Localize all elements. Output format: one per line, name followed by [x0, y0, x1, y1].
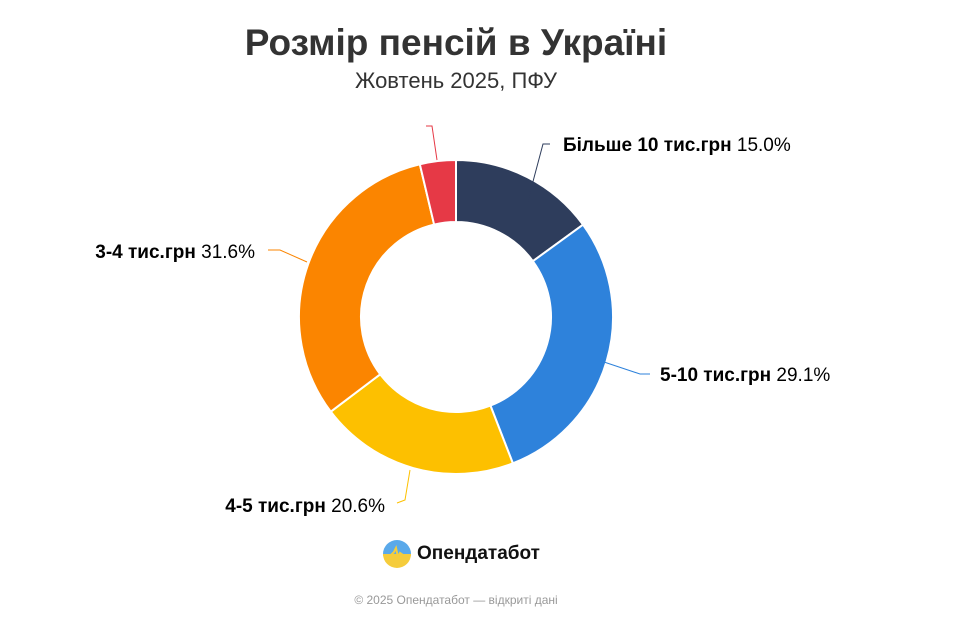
data-label: 5-10 тис.грн 29.1% [660, 365, 830, 386]
leader-line [526, 143, 550, 205]
data-label-category: Більше 10 тис.грн [563, 135, 737, 156]
chart-title: Розмір пенсій в Україні [244, 22, 668, 63]
leader-line [603, 361, 650, 375]
opendatabot-logo-icon [383, 540, 411, 568]
data-label-category: 5-10 тис.грн [660, 365, 776, 386]
leader-line [396, 469, 411, 504]
leader-line [268, 249, 308, 263]
brand-name: Опендатабот [417, 543, 540, 564]
brand-logo: Опендатабот [383, 540, 540, 568]
donut-slice [489, 223, 614, 465]
data-label-value: 31.6% [201, 242, 255, 263]
data-label-value: 20.6% [331, 496, 385, 517]
data-label: Більше 10 тис.грн 15.0% [563, 135, 791, 156]
data-label-value: 15.0% [737, 135, 791, 156]
footer-copyright: © 2025 Опендатабот — відкриті дані [354, 593, 558, 607]
data-label-category: 3-4 тис.грн [95, 242, 201, 263]
chart-subtitle: Жовтень 2025, ПФУ [355, 68, 557, 93]
data-label-value: 29.1% [776, 365, 830, 386]
data-label-category: 4-5 тис.грн [225, 496, 331, 517]
donut-slice [298, 163, 436, 413]
data-label: 3-4 тис.грн 31.6% [95, 242, 255, 263]
donut-slice [418, 159, 457, 226]
leader-line [426, 125, 438, 161]
data-label: 4-5 тис.грн 20.6% [225, 496, 385, 517]
